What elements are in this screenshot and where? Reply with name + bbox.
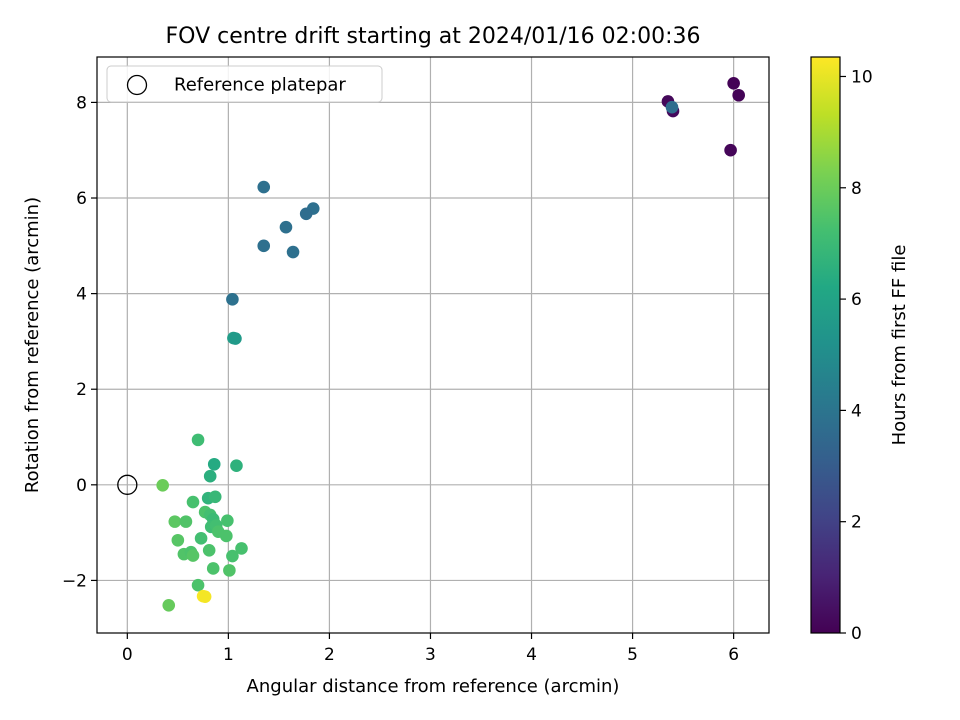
y-tick-label: 0 — [76, 476, 87, 496]
x-tick-label: 2 — [324, 645, 335, 665]
colorbar-tick-label: 2 — [851, 513, 862, 533]
data-point — [257, 180, 271, 194]
grid-lines — [97, 57, 769, 633]
data-point — [724, 143, 737, 157]
data-point — [186, 549, 200, 562]
colorbar-tick-label: 0 — [851, 624, 862, 644]
data-point — [206, 562, 220, 575]
y-tick-label: −2 — [62, 571, 87, 591]
colorbar-frame — [810, 56, 841, 634]
legend-entry-label: Reference platepar — [174, 75, 346, 96]
data-point — [226, 293, 239, 306]
x-axis-ticks: 0 1 2 3 4 5 6 — [122, 633, 739, 665]
y-axis-ticks: −2 0 2 4 6 8 — [62, 93, 97, 591]
y-tick-label: 8 — [76, 93, 87, 113]
data-point — [191, 433, 205, 447]
x-tick-label: 5 — [627, 645, 638, 665]
colorbar-label: Hours from first FF file — [889, 245, 910, 446]
data-point — [223, 564, 236, 577]
reference-marker — [117, 474, 138, 495]
data-point — [221, 514, 234, 527]
data-point — [226, 549, 239, 563]
colorbar-tick-label: 4 — [851, 401, 862, 421]
data-point — [220, 529, 233, 543]
plot-frame — [96, 56, 770, 634]
colorbar-tick-label: 8 — [851, 179, 862, 199]
x-tick-label: 0 — [122, 645, 133, 665]
data-point — [186, 495, 200, 509]
data-point — [156, 478, 169, 492]
data-point — [727, 76, 740, 90]
data-point — [229, 332, 242, 345]
y-tick-label: 2 — [76, 380, 87, 400]
data-point — [191, 578, 205, 592]
data-point — [257, 239, 271, 253]
colorbar-tick-label: 6 — [851, 290, 862, 310]
x-tick-label: 4 — [526, 645, 537, 665]
data-point — [732, 88, 745, 102]
y-tick-label: 6 — [76, 189, 87, 209]
x-tick-label: 3 — [425, 645, 436, 665]
x-tick-label: 6 — [728, 645, 739, 665]
data-point — [207, 457, 221, 471]
legend-reference-marker — [126, 74, 148, 96]
data-point — [194, 532, 208, 545]
data-point — [171, 533, 185, 547]
data-point — [162, 598, 176, 612]
data-point — [208, 490, 222, 504]
data-point — [202, 544, 216, 557]
chart-title: FOV centre drift starting at 2024/01/16 … — [166, 24, 701, 49]
data-point — [168, 515, 182, 528]
x-axis-label: Angular distance from reference (arcmin) — [247, 676, 620, 697]
legend-box — [106, 65, 383, 103]
data-points — [156, 76, 745, 612]
x-tick-label: 1 — [223, 645, 234, 665]
data-point — [286, 245, 300, 259]
y-tick-label: 4 — [76, 285, 87, 305]
data-point — [235, 542, 248, 555]
data-point — [665, 100, 679, 114]
data-point — [203, 469, 217, 483]
data-point — [179, 515, 193, 528]
data-point — [198, 590, 212, 603]
legend: Reference platepar — [106, 65, 383, 103]
y-axis-label: Rotation from reference (arcmin) — [22, 197, 43, 493]
data-point — [299, 207, 313, 221]
colorbar-ticks: 0 2 4 6 8 10 — [840, 67, 873, 644]
reference-point — [117, 474, 138, 495]
data-point — [230, 459, 243, 472]
colorbar-gradient — [811, 57, 840, 633]
data-point — [279, 220, 293, 234]
colorbar: 0 2 4 6 8 10 Hours from first FF file — [810, 56, 910, 644]
colorbar-tick-label: 10 — [851, 67, 873, 87]
